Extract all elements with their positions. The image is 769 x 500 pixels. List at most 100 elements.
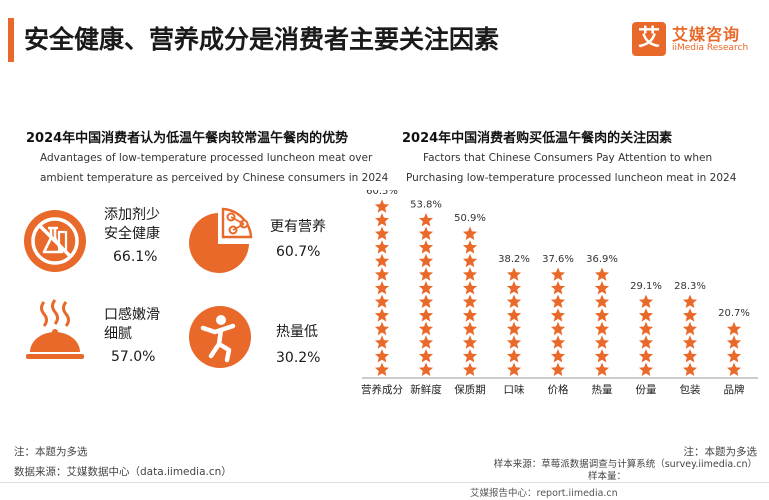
star-mark — [418, 253, 434, 268]
star-mark — [374, 240, 390, 254]
category-label: 包装 — [680, 383, 701, 396]
value-label: 38.2% — [498, 254, 530, 265]
star-mark — [682, 362, 698, 376]
left-panel-title: 2024年中国消费者认为低温午餐肉较常温午餐肉的优势 — [26, 131, 349, 146]
value-label: 29.1% — [630, 281, 662, 292]
sample-size: 样本量： — [588, 471, 627, 482]
star-mark — [550, 362, 566, 376]
star-mark — [682, 349, 698, 363]
star-mark — [462, 362, 478, 376]
star-mark — [418, 321, 434, 336]
bar-口味 — [506, 267, 522, 376]
right-panel-title: 2024年中国消费者购买低温午餐肉的关注因素 — [402, 131, 673, 146]
value-label: 28.3% — [674, 281, 706, 292]
page-title: 安全健康、营养成分是消费者主要关注因素 — [24, 25, 500, 54]
star-mark — [418, 335, 434, 349]
star-mark — [594, 267, 610, 281]
star-mark — [418, 281, 434, 295]
advantage-4-value: 30.2% — [276, 350, 321, 366]
star-mark — [374, 213, 390, 227]
advantage-1-label-line1: 添加剂少 — [104, 207, 160, 223]
star-mark — [506, 308, 522, 322]
right-panel-subtitle-2: Purchasing low-temperature processed lun… — [406, 172, 737, 184]
value-label: 36.9% — [586, 254, 618, 265]
star-mark — [726, 362, 742, 376]
star-mark — [506, 294, 522, 308]
star-mark — [506, 335, 522, 349]
star-mark — [374, 281, 390, 295]
star-mark — [418, 308, 434, 322]
star-mark — [418, 267, 434, 281]
value-label: 53.8% — [410, 199, 442, 210]
nutrition-pie-icon — [189, 207, 253, 273]
category-label: 热量 — [592, 383, 613, 396]
star-mark — [638, 294, 654, 308]
footnote-right: 注：本题为多选 — [683, 446, 758, 458]
bar-品牌 — [726, 321, 742, 376]
left-panel-subtitle-2: ambient temperature as perceived by Chin… — [40, 172, 389, 184]
right-panel-subtitle-1: Factors that Chinese Consumers Pay Atten… — [423, 152, 713, 164]
star-mark — [374, 226, 390, 240]
star-mark — [506, 362, 522, 376]
category-label: 价格 — [548, 383, 569, 396]
factors-star-chart: 60.5% 营养成分 53.8% 新鲜度 50.9% 保质期 38.2% 口味 37.6% 价格 3… — [361, 190, 758, 396]
star-mark — [462, 226, 478, 240]
value-label: 20.7% — [718, 308, 750, 319]
star-mark — [550, 335, 566, 349]
star-mark — [374, 362, 390, 376]
star-mark — [638, 349, 654, 363]
bar-保质期 — [462, 226, 478, 376]
star-mark — [374, 321, 390, 336]
star-mark — [594, 349, 610, 363]
advantage-3-label-line1: 口感嫩滑 — [104, 307, 160, 323]
report-center-link[interactable]: 艾媒报告中心：report.iimedia.cn — [470, 488, 618, 499]
star-mark — [374, 308, 390, 322]
star-mark — [682, 321, 698, 336]
star-mark — [550, 321, 566, 336]
category-label: 新鲜度 — [410, 383, 442, 396]
sample-source: 样本来源：草莓派数据调查与计算系统（survey.iimedia.cn） — [493, 459, 757, 470]
no-additives-flask-icon — [24, 210, 86, 272]
star-mark — [462, 349, 478, 363]
star-mark — [462, 335, 478, 349]
star-mark — [726, 349, 742, 363]
star-mark — [374, 294, 390, 308]
star-mark — [462, 281, 478, 295]
star-mark — [374, 349, 390, 363]
star-mark — [418, 226, 434, 240]
star-mark — [550, 281, 566, 295]
star-mark — [726, 335, 742, 349]
star-mark — [462, 308, 478, 322]
category-label: 保质期 — [454, 383, 486, 396]
category-label: 口味 — [504, 384, 525, 396]
star-mark — [418, 240, 434, 254]
advantage-2-value: 60.7% — [276, 244, 321, 260]
bar-价格 — [550, 267, 566, 376]
star-mark — [462, 294, 478, 308]
star-mark — [418, 294, 434, 308]
star-mark — [594, 362, 610, 376]
advantage-3-value: 57.0% — [111, 349, 156, 365]
advantage-1-label-line2: 安全健康 — [104, 226, 160, 242]
star-mark — [726, 321, 742, 336]
running-person-icon — [189, 306, 251, 368]
star-mark — [550, 267, 566, 281]
bar-热量 — [594, 267, 610, 376]
star-mark — [638, 362, 654, 376]
advantage-1-value: 66.1% — [113, 249, 158, 265]
left-panel-subtitle-1: Advantages of low-temperature processed … — [40, 152, 373, 164]
category-label: 份量 — [636, 384, 657, 396]
star-mark — [374, 199, 390, 213]
star-mark — [638, 321, 654, 336]
bar-营养成分 — [374, 199, 390, 376]
star-mark — [638, 335, 654, 349]
advantage-4-label: 热量低 — [276, 324, 318, 340]
star-mark — [638, 308, 654, 322]
brand-logo: 艾 艾媒咨询 iiMedia Research — [632, 22, 760, 58]
bar-份量 — [638, 294, 654, 376]
star-mark — [550, 349, 566, 363]
star-mark — [506, 321, 522, 336]
value-label: 37.6% — [542, 254, 574, 265]
star-mark — [462, 321, 478, 336]
star-mark — [594, 281, 610, 295]
